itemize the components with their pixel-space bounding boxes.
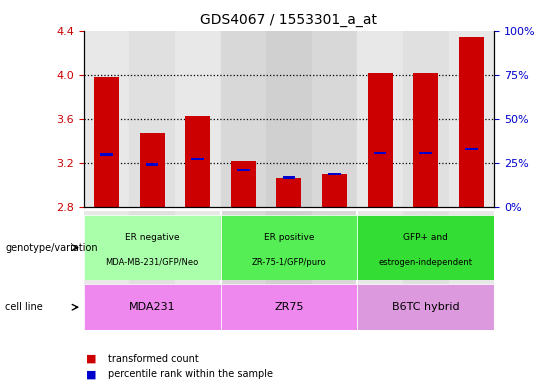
Bar — [266, 211, 312, 292]
Text: ER negative: ER negative — [125, 233, 179, 242]
Bar — [413, 73, 438, 207]
Bar — [146, 163, 158, 166]
Bar — [94, 77, 119, 207]
Bar — [220, 211, 266, 292]
Bar — [420, 152, 432, 154]
Text: GSM679721: GSM679721 — [467, 214, 476, 268]
Bar — [84, 284, 220, 330]
Text: MDA231: MDA231 — [129, 302, 176, 312]
Bar — [276, 177, 301, 207]
Text: ER positive: ER positive — [264, 233, 314, 242]
Text: genotype/variation: genotype/variation — [5, 243, 98, 253]
Bar — [449, 31, 494, 207]
Bar — [220, 31, 266, 207]
Bar — [129, 31, 175, 207]
Text: B6TC hybrid: B6TC hybrid — [392, 302, 460, 312]
Bar — [175, 211, 220, 292]
Bar — [357, 31, 403, 207]
Bar — [403, 211, 449, 292]
Text: ■: ■ — [86, 354, 97, 364]
Bar — [84, 211, 129, 292]
Bar — [357, 211, 403, 292]
Bar — [220, 284, 357, 330]
Bar — [175, 31, 220, 207]
Text: percentile rank within the sample: percentile rank within the sample — [108, 369, 273, 379]
Bar — [192, 157, 204, 160]
Bar — [84, 215, 220, 280]
Bar — [129, 211, 175, 292]
Text: GSM679723: GSM679723 — [147, 214, 157, 268]
Text: estrogen-independent: estrogen-independent — [379, 258, 472, 266]
Text: transformed count: transformed count — [108, 354, 199, 364]
Text: ZR75: ZR75 — [274, 302, 303, 312]
Text: ■: ■ — [86, 369, 97, 379]
Text: ZR-75-1/GFP/puro: ZR-75-1/GFP/puro — [252, 258, 326, 266]
Bar — [100, 153, 113, 156]
Text: cell line: cell line — [5, 302, 43, 312]
Bar — [368, 73, 393, 207]
Text: GSM679719: GSM679719 — [376, 214, 384, 269]
Bar — [84, 31, 129, 207]
Text: GSM679726: GSM679726 — [285, 214, 293, 268]
Text: GFP+ and: GFP+ and — [403, 233, 448, 242]
Bar — [459, 37, 484, 207]
Text: GSM679725: GSM679725 — [239, 214, 248, 268]
Bar — [357, 215, 494, 280]
Bar — [185, 116, 210, 207]
Bar — [328, 173, 341, 175]
Bar — [139, 133, 165, 207]
Bar — [374, 152, 387, 154]
Text: GSM679724: GSM679724 — [193, 214, 202, 268]
Bar — [465, 147, 477, 150]
Text: MDA-MB-231/GFP/Neo: MDA-MB-231/GFP/Neo — [105, 258, 199, 266]
Bar — [266, 31, 312, 207]
Bar — [322, 174, 347, 207]
Text: GSM679727: GSM679727 — [330, 214, 339, 268]
Text: GSM679722: GSM679722 — [102, 214, 111, 268]
Title: GDS4067 / 1553301_a_at: GDS4067 / 1553301_a_at — [200, 13, 377, 27]
Bar — [403, 31, 449, 207]
Bar — [237, 169, 249, 171]
Bar — [357, 284, 494, 330]
Text: GSM679720: GSM679720 — [421, 214, 430, 268]
Bar — [312, 211, 357, 292]
Bar — [220, 215, 357, 280]
Bar — [312, 31, 357, 207]
Bar — [231, 161, 256, 207]
Bar — [449, 211, 494, 292]
Bar — [282, 176, 295, 179]
